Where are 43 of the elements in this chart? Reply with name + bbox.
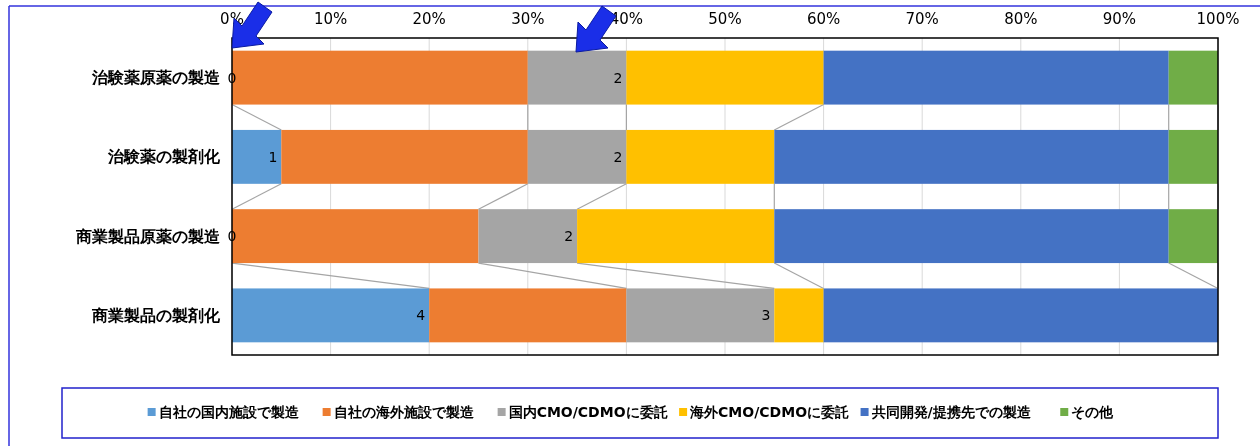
bar bbox=[626, 129, 775, 184]
x-tick-label: 60% bbox=[806, 10, 841, 28]
x-tick-label: 70% bbox=[905, 10, 939, 28]
bar bbox=[232, 288, 430, 343]
y-tick-label: 治験薬の製剤化 bbox=[107, 147, 221, 167]
bar bbox=[281, 129, 528, 184]
annotation: 3 bbox=[761, 307, 771, 324]
bar bbox=[774, 129, 1169, 184]
legend-label: 海外CMO/CDMOに委託 bbox=[689, 403, 850, 420]
y-tick-label: 商業製品原薬の製造 bbox=[75, 226, 221, 246]
bar bbox=[1168, 209, 1218, 264]
x-tick-label: 80% bbox=[1004, 10, 1038, 28]
x-tick-label: 100% bbox=[1196, 10, 1240, 28]
bar bbox=[823, 50, 1169, 105]
legend-label: 自社の国内施設で製造 bbox=[158, 403, 300, 420]
legend-label: 国内CMO/CDMOに委託 bbox=[508, 403, 668, 420]
bar bbox=[577, 209, 775, 264]
bar bbox=[1168, 50, 1218, 105]
annotation: 2 bbox=[613, 69, 623, 86]
legend-label: その他 bbox=[1071, 403, 1115, 420]
bar bbox=[527, 50, 627, 105]
bar bbox=[1168, 129, 1218, 184]
x-tick-label: 90% bbox=[1102, 10, 1137, 28]
y-tick-label: 商業製品の製剤化 bbox=[91, 305, 221, 325]
x-tick-label: 50% bbox=[708, 10, 742, 28]
bar bbox=[774, 288, 824, 343]
annotation: 4 bbox=[416, 307, 426, 324]
y-tick-label: 治験薬原薬の製造 bbox=[91, 68, 221, 88]
bar bbox=[232, 129, 282, 184]
x-tick-label: 30% bbox=[511, 10, 545, 28]
legend-label: 共同開発/提携先での製造 bbox=[870, 403, 1032, 420]
bar bbox=[626, 50, 824, 105]
x-tick-label: 10% bbox=[313, 10, 348, 28]
x-tick-label: 20% bbox=[412, 10, 446, 28]
annotation: 2 bbox=[613, 148, 623, 165]
annotation: 0 bbox=[227, 228, 237, 245]
bar bbox=[429, 288, 627, 343]
bar bbox=[774, 209, 1169, 264]
annotation: 1 bbox=[268, 148, 278, 165]
legend-label: 自社の海外施設で製造 bbox=[333, 403, 475, 420]
bar bbox=[823, 288, 1218, 343]
annotation: 2 bbox=[564, 228, 574, 245]
annotation: 0 bbox=[227, 69, 237, 86]
